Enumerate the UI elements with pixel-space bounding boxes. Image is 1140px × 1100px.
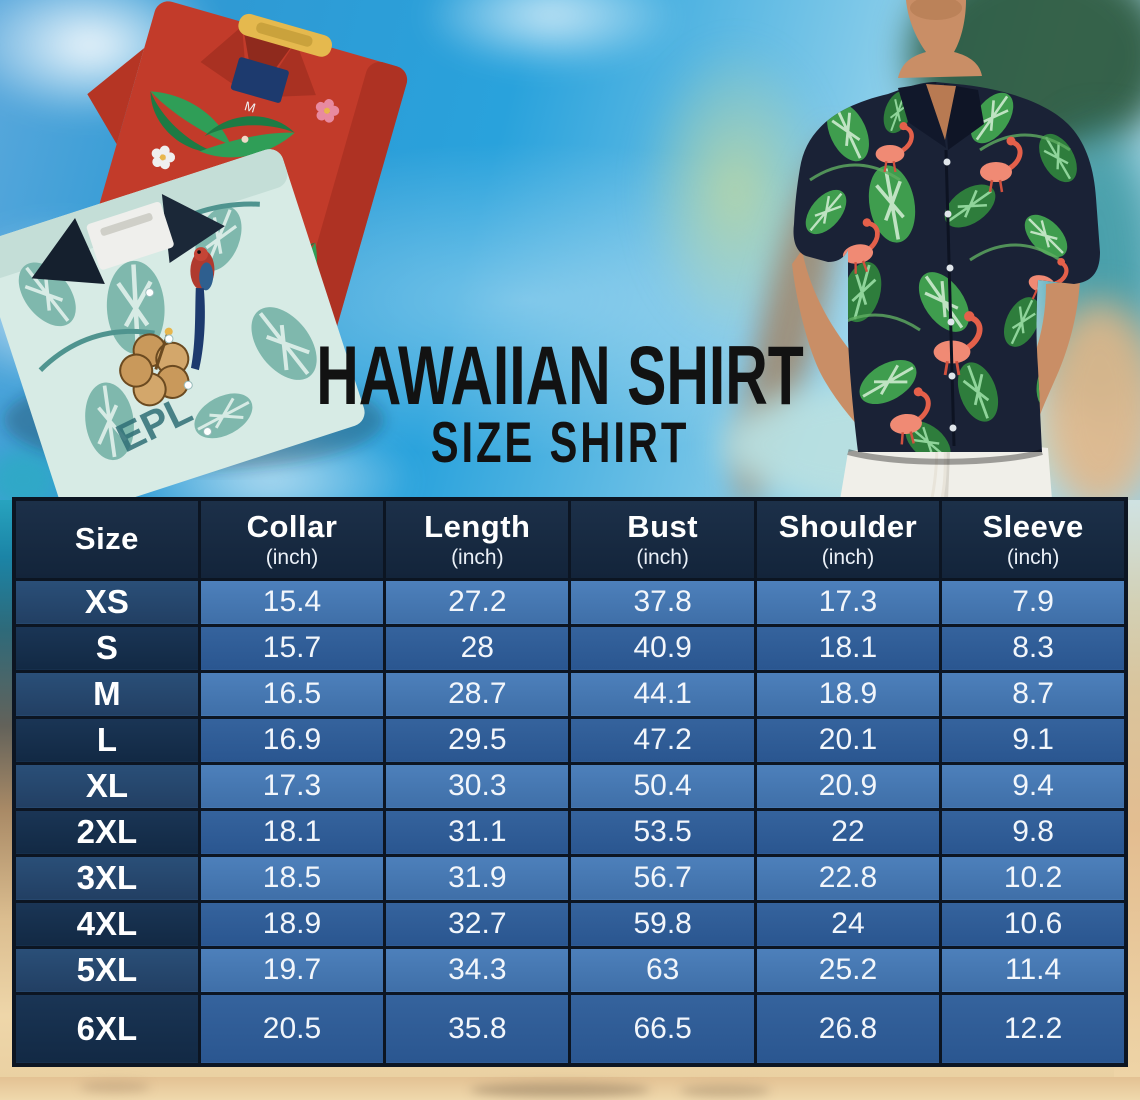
- sleeve-value: 9.4: [939, 761, 1128, 811]
- length-value: 32.7: [383, 899, 572, 949]
- collar-value: 18.1: [197, 807, 387, 857]
- sand-shadow-blob: [680, 1085, 770, 1097]
- length-value: 34.3: [383, 945, 572, 995]
- model-photo: [792, 0, 1100, 500]
- collar-value: 18.5: [197, 853, 387, 903]
- shoulder-value: 17.3: [753, 577, 943, 627]
- collar-value: 15.4: [197, 577, 387, 627]
- shoulder-value: 20.9: [753, 761, 943, 811]
- size-label: 4XL: [12, 899, 201, 949]
- bust-value: 66.5: [568, 991, 757, 1067]
- page-title: HAWAIIAN SHIRT: [316, 329, 804, 423]
- length-value: 28: [383, 623, 572, 673]
- size-label: M: [12, 669, 201, 719]
- size-row-xs: XS 15.4 27.2 37.8 17.3 7.9: [12, 577, 1128, 627]
- size-row-6xl: 6XL 20.5 35.8 66.5 26.8 12.2: [12, 991, 1128, 1067]
- collar-value: 17.3: [197, 761, 387, 811]
- column-header-size: Size: [12, 497, 201, 581]
- size-row-xl: XL 17.3 30.3 50.4 20.9 9.4: [12, 761, 1128, 811]
- collar-value: 16.5: [197, 669, 387, 719]
- column-header-sleeve: Sleeve (inch): [939, 497, 1128, 581]
- length-value: 27.2: [383, 577, 572, 627]
- bust-value: 56.7: [568, 853, 757, 903]
- column-header-length: Length (inch): [383, 497, 572, 581]
- cloud: [420, 0, 680, 70]
- column-header-bust: Bust (inch): [568, 497, 757, 581]
- bust-value: 37.8: [568, 577, 757, 627]
- title-block: HAWAIIAN SHIRT SIZE SHIRT: [290, 334, 830, 471]
- folded-shirts-photo: M: [0, 1, 408, 500]
- length-value: 28.7: [383, 669, 572, 719]
- sand-shadow-blob: [470, 1083, 650, 1097]
- size-row-4xl: 4XL 18.9 32.7 59.8 24 10.6: [12, 899, 1128, 949]
- shoulder-value: 20.1: [753, 715, 943, 765]
- size-row-m: M 16.5 28.7 44.1 18.9 8.7: [12, 669, 1128, 719]
- bust-value: 44.1: [568, 669, 757, 719]
- red-shirt-size-tag: M: [243, 98, 258, 115]
- length-value: 29.5: [383, 715, 572, 765]
- bust-value: 40.9: [568, 623, 757, 673]
- size-label: L: [12, 715, 201, 765]
- bust-value: 63: [568, 945, 757, 995]
- page-subtitle: SIZE SHIRT: [430, 411, 690, 476]
- length-value: 35.8: [383, 991, 572, 1067]
- size-label: 5XL: [12, 945, 201, 995]
- size-chart-table: Size Collar (inch) Length (inch) Bust (inch) Sh…: [12, 497, 1128, 1067]
- sand-shadow-blob: [80, 1081, 150, 1093]
- bust-value: 59.8: [568, 899, 757, 949]
- size-row-2xl: 2XL 18.1 31.1 53.5 22 9.8: [12, 807, 1128, 857]
- size-label: 2XL: [12, 807, 201, 857]
- collar-value: 20.5: [197, 991, 387, 1067]
- size-label: 3XL: [12, 853, 201, 903]
- sleeve-value: 12.2: [939, 991, 1128, 1067]
- bust-value: 50.4: [568, 761, 757, 811]
- sleeve-value: 8.3: [939, 623, 1128, 673]
- shoulder-value: 25.2: [753, 945, 943, 995]
- shoulder-value: 24: [753, 899, 943, 949]
- shoulder-value: 18.1: [753, 623, 943, 673]
- table-header: Size Collar (inch) Length (inch) Bust (inch) Sh…: [12, 497, 1128, 581]
- length-value: 31.1: [383, 807, 572, 857]
- sleeve-value: 11.4: [939, 945, 1128, 995]
- size-label: XS: [12, 577, 201, 627]
- shoulder-value: 22.8: [753, 853, 943, 903]
- hero-photo: M: [0, 0, 1140, 500]
- shoulder-value: 26.8: [753, 991, 943, 1067]
- size-row-3xl: 3XL 18.5 31.9 56.7 22.8 10.2: [12, 853, 1128, 903]
- column-header-shoulder: Shoulder (inch): [753, 497, 943, 581]
- sleeve-value: 9.1: [939, 715, 1128, 765]
- table-body: XS 15.4 27.2 37.8 17.3 7.9 S 15.7 28 40.9 18.1 8.3 M…: [12, 577, 1128, 1067]
- length-value: 30.3: [383, 761, 572, 811]
- size-row-s: S 15.7 28 40.9 18.1 8.3: [12, 623, 1128, 673]
- bust-value: 53.5: [568, 807, 757, 857]
- sleeve-value: 9.8: [939, 807, 1128, 857]
- sleeve-value: 8.7: [939, 669, 1128, 719]
- collar-value: 18.9: [197, 899, 387, 949]
- size-label: S: [12, 623, 201, 673]
- size-row-5xl: 5XL 19.7 34.3 63 25.2 11.4: [12, 945, 1128, 995]
- collar-value: 16.9: [197, 715, 387, 765]
- size-label: XL: [12, 761, 201, 811]
- collar-value: 15.7: [197, 623, 387, 673]
- size-row-l: L 16.9 29.5 47.2 20.1 9.1: [12, 715, 1128, 765]
- sleeve-value: 10.6: [939, 899, 1128, 949]
- sleeve-value: 10.2: [939, 853, 1128, 903]
- sleeve-value: 7.9: [939, 577, 1128, 627]
- collar-value: 19.7: [197, 945, 387, 995]
- shoulder-value: 18.9: [753, 669, 943, 719]
- shoulder-value: 22: [753, 807, 943, 857]
- length-value: 31.9: [383, 853, 572, 903]
- bust-value: 47.2: [568, 715, 757, 765]
- column-header-collar: Collar (inch): [197, 497, 387, 581]
- size-label: 6XL: [12, 991, 201, 1067]
- sand-strip: [0, 1077, 1140, 1100]
